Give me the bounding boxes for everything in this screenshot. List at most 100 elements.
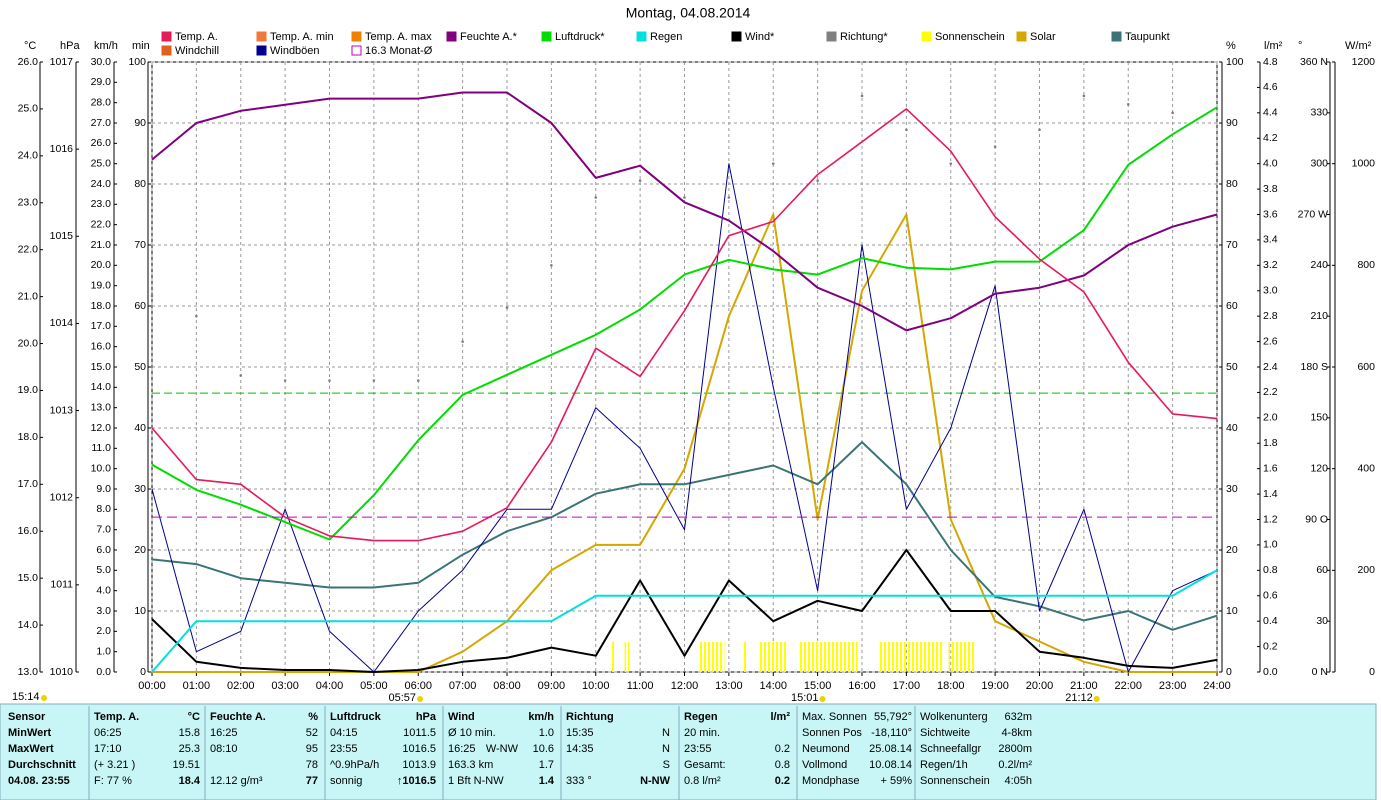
y-tick-label: 1014 bbox=[50, 317, 74, 329]
y-tick-label: 23.0 bbox=[91, 198, 112, 210]
table-cell: 19.51 bbox=[172, 759, 200, 771]
y-tick-label: 330 bbox=[1310, 107, 1328, 119]
y-tick-label: 0 bbox=[1369, 666, 1375, 678]
y-tick-label: 30.0 bbox=[91, 56, 112, 68]
x-tick-label: 22:00 bbox=[1114, 680, 1142, 692]
x-tick-label: 14:00 bbox=[759, 680, 787, 692]
x-tick-label: 13:00 bbox=[715, 680, 743, 692]
y-tick-label: 30 bbox=[134, 483, 146, 495]
table-cell: 1013.9 bbox=[402, 759, 436, 771]
y-tick-label: 50 bbox=[134, 361, 146, 373]
table-cell: Max. Sonnen bbox=[802, 711, 867, 723]
y-tick-label: 2.2 bbox=[1263, 386, 1278, 398]
y-tick-label: 1.2 bbox=[1263, 513, 1278, 525]
x-tick-label: 15:00 bbox=[804, 680, 832, 692]
y-tick-label: 25.0 bbox=[18, 103, 39, 115]
y-tick-label: 3.4 bbox=[1263, 234, 1278, 246]
y-tick-label: 200 bbox=[1357, 564, 1375, 576]
table-cell: Neumond bbox=[802, 743, 850, 755]
table-cell: MaxWert bbox=[8, 743, 54, 755]
y-tick-label: 15.0 bbox=[91, 361, 112, 373]
table-cell: 25.08.14 bbox=[869, 743, 912, 755]
direction-dot bbox=[594, 196, 598, 199]
table-cell: W-NW bbox=[486, 743, 519, 755]
y-tick-label: 0 N bbox=[1312, 666, 1328, 678]
direction-dot bbox=[683, 196, 686, 199]
series-line bbox=[151, 163, 1218, 673]
x-tick-label: 04:00 bbox=[316, 680, 344, 692]
y-tick-label: 6.0 bbox=[96, 544, 111, 556]
sunshine-bar bbox=[879, 642, 942, 672]
legend-swatch bbox=[256, 31, 267, 42]
table-cell: 23:55 bbox=[684, 743, 712, 755]
y-tick-label: 1.8 bbox=[1263, 437, 1278, 449]
sun-icon bbox=[417, 696, 424, 702]
axis-unit: min bbox=[132, 40, 150, 52]
legend-swatch bbox=[351, 31, 362, 42]
y-tick-label: 1011 bbox=[50, 579, 73, 591]
direction-dot bbox=[638, 179, 642, 182]
y-tick-label: 4.8 bbox=[1263, 56, 1278, 68]
y-tick-label: 19.0 bbox=[91, 279, 112, 291]
table-cell: ^0.9hPa/h bbox=[330, 759, 379, 771]
y-tick-label: 90 bbox=[1226, 117, 1238, 129]
table-cell: 14:35 bbox=[566, 743, 594, 755]
table-cell: 632m bbox=[1004, 711, 1032, 723]
table-cell: l/m² bbox=[770, 711, 790, 723]
table-cell: MinWert bbox=[8, 727, 52, 739]
x-tick-label: 11:00 bbox=[627, 680, 654, 692]
table-cell: 15.8 bbox=[179, 727, 200, 739]
y-tick-label: 30 bbox=[1226, 483, 1238, 495]
x-tick-label: 19:00 bbox=[981, 680, 1009, 692]
table-cell: 4-8km bbox=[1001, 727, 1032, 739]
table-cell: 2800m bbox=[998, 743, 1032, 755]
y-tick-label: 1200 bbox=[1352, 56, 1376, 68]
y-tick-label: 40 bbox=[134, 422, 146, 434]
table-cell: 77 bbox=[306, 775, 318, 787]
table-cell: 20 min. bbox=[684, 727, 720, 739]
x-tick-label: 10:00 bbox=[582, 680, 610, 692]
y-tick-label: 3.0 bbox=[1263, 285, 1278, 297]
table-cell: Regen/1h bbox=[920, 759, 968, 771]
legend-swatch bbox=[351, 45, 362, 56]
y-tick-label: 2.4 bbox=[1263, 361, 1278, 373]
legend-label: Taupunkt bbox=[1125, 31, 1170, 43]
sunshine-bar bbox=[948, 642, 976, 672]
table-cell: Mondphase bbox=[802, 775, 860, 787]
direction-dot bbox=[993, 145, 997, 149]
table-cell: 1.4 bbox=[539, 775, 555, 787]
sun-icon bbox=[819, 696, 826, 702]
table-cell: 1016.5 bbox=[402, 743, 436, 755]
x-tick-label: 23:00 bbox=[1159, 680, 1187, 692]
plot-area bbox=[151, 61, 1218, 673]
direction-dot bbox=[283, 379, 287, 382]
y-tick-label: 800 bbox=[1357, 259, 1375, 271]
table-cell: % bbox=[308, 711, 318, 723]
table-cell: °C bbox=[188, 711, 200, 723]
y-tick-label: 100 bbox=[128, 56, 146, 68]
timestamp: 15:14 bbox=[12, 691, 40, 703]
x-tick-label: 09:00 bbox=[538, 680, 566, 692]
x-tick-label: 24:00 bbox=[1203, 680, 1231, 692]
direction-dot bbox=[905, 128, 908, 132]
y-tick-label: 0.0 bbox=[1263, 666, 1278, 678]
direction-dot bbox=[1171, 111, 1174, 115]
y-tick-label: 20 bbox=[134, 544, 146, 556]
y-tick-label: 22.0 bbox=[91, 218, 112, 230]
y-tick-label: 27.0 bbox=[91, 117, 112, 129]
y-tick-label: 17.0 bbox=[91, 320, 112, 332]
sun-icon bbox=[1093, 696, 1100, 702]
legend-label: Solar bbox=[1030, 31, 1056, 43]
y-tick-label: 20.0 bbox=[18, 337, 39, 349]
sunshine-bar bbox=[697, 642, 725, 672]
y-tick-label: 15.0 bbox=[18, 572, 39, 584]
table-cell: Ø 10 min. bbox=[448, 727, 496, 739]
sun-icon bbox=[41, 695, 47, 701]
x-tick-label: 01:00 bbox=[183, 680, 211, 692]
table-cell: Gesamt: bbox=[684, 759, 726, 771]
y-tick-label: 1.0 bbox=[96, 645, 111, 657]
x-tick-label: 12:00 bbox=[671, 680, 699, 692]
y-tick-label: 70 bbox=[134, 239, 146, 251]
direction-dot bbox=[949, 162, 953, 165]
y-tick-label: 70 bbox=[1226, 239, 1238, 251]
